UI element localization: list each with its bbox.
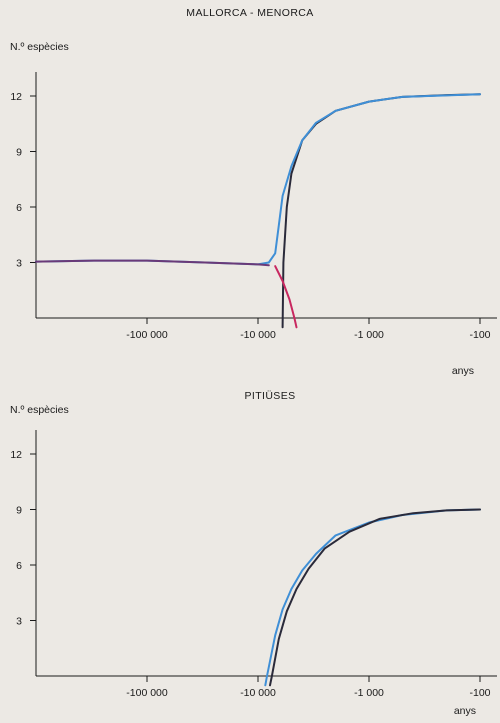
chart-title: PITIÜSES (244, 390, 295, 402)
series-line (274, 265, 298, 329)
series-line (35, 259, 270, 267)
x-tick-label: -1 000 (354, 687, 384, 699)
x-tick-label: -100 000 (126, 687, 168, 699)
chart-mallorca-menorca: MALLORCA - MENORCA N.º espècies anys 3 6 9… (10, 7, 497, 377)
chart-pitiuses: PITIÜSES N.º espècies anys 3 6 9 12 -100 000… (10, 390, 497, 717)
x-tick-label: -100 000 (126, 329, 168, 341)
x-tick-label: -100 (469, 687, 490, 699)
x-tick-label: -1 000 (354, 329, 384, 341)
x-tick-label: -100 (469, 329, 490, 341)
y-tick-label: 9 (16, 147, 22, 159)
x-axis-unit-label: anys (454, 705, 476, 717)
x-axis-unit-label: anys (452, 365, 474, 377)
series-line (264, 508, 481, 687)
y-tick-label: 3 (16, 258, 22, 270)
x-tick-label: -10 000 (240, 687, 276, 699)
y-tick-label: 6 (16, 202, 22, 214)
y-tick-label: 12 (10, 91, 22, 103)
series-line (269, 508, 481, 687)
y-axis-label: N.º espècies (10, 41, 69, 53)
series-line (35, 93, 481, 266)
series-group (35, 93, 481, 329)
axes: 3 6 9 12 -100 000 -10 000 -1 000 -100 (10, 430, 497, 699)
y-axis-label: N.º espècies (10, 404, 69, 416)
y-tick-label: 6 (16, 560, 22, 572)
x-tick-label: -10 000 (240, 329, 276, 341)
axes: 3 6 9 12 -100 000 -10 000 -1 000 -100 (10, 72, 497, 341)
series-group (264, 508, 481, 687)
y-tick-label: 9 (16, 505, 22, 517)
y-tick-label: 12 (10, 449, 22, 461)
y-tick-label: 3 (16, 616, 22, 628)
chart-title: MALLORCA - MENORCA (186, 7, 313, 19)
